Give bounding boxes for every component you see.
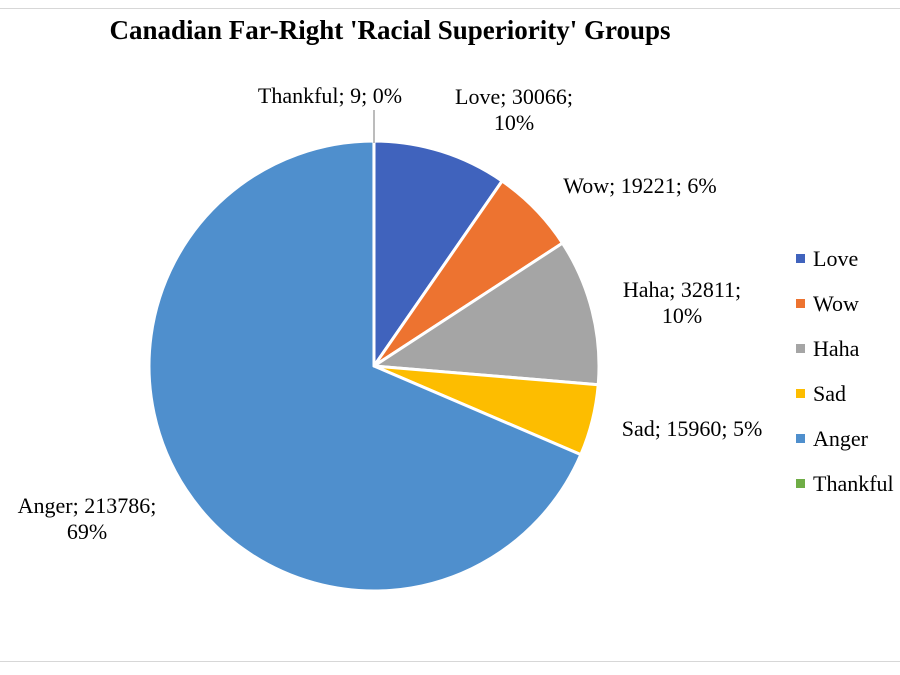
legend-item-anger: Anger — [796, 416, 894, 461]
legend-item-haha: Haha — [796, 326, 894, 371]
legend-item-love: Love — [796, 236, 894, 281]
chart-title: Canadian Far-Right 'Racial Superiority' … — [109, 15, 671, 45]
data-label-anger: Anger; 213786; 69% — [18, 493, 157, 544]
data-label-sad: Sad; 15960; 5% — [622, 416, 763, 441]
legend-label-love: Love — [813, 245, 859, 271]
pie-slice-anger — [147, 139, 583, 593]
pie-slice-haha — [372, 241, 601, 387]
legend-label-anger: Anger — [813, 425, 868, 451]
data-label-haha: Haha; 32811; 10% — [623, 277, 741, 328]
legend-label-haha: Haha — [813, 335, 860, 361]
chart-frame-top-border — [0, 8, 900, 9]
legend-swatch-haha — [796, 344, 805, 353]
legend-swatch-anger — [796, 434, 805, 443]
legend-label-wow: Wow — [813, 290, 859, 316]
legend-swatch-thankful — [796, 479, 805, 488]
legend-item-thankful: Thankful — [796, 461, 894, 506]
pie-slice-love — [372, 139, 504, 368]
legend-swatch-wow — [796, 299, 805, 308]
data-label-love: Love; 30066; 10% — [455, 84, 573, 135]
chart-legend: Love Wow Haha Sad Anger Thankful — [796, 236, 894, 506]
legend-item-sad: Sad — [796, 371, 894, 416]
data-label-thankful: Thankful; 9; 0% — [258, 83, 402, 108]
data-label-wow: Wow; 19221; 6% — [563, 173, 716, 198]
chart-frame-bottom-border — [0, 661, 900, 662]
legend-item-wow: Wow — [796, 281, 894, 326]
legend-swatch-sad — [796, 389, 805, 398]
legend-label-sad: Sad — [813, 380, 846, 406]
legend-swatch-love — [796, 254, 805, 263]
legend-label-thankful: Thankful — [813, 470, 894, 496]
